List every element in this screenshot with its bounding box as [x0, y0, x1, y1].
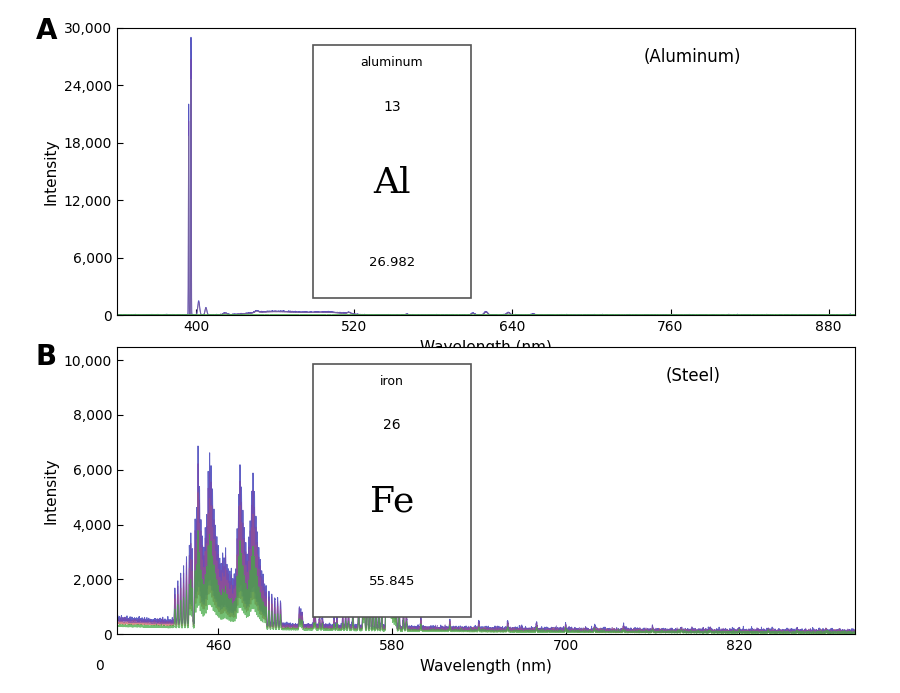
Text: Fe: Fe: [370, 484, 414, 518]
Text: 26: 26: [383, 419, 400, 432]
Text: B: B: [36, 343, 57, 371]
Text: iron: iron: [380, 376, 404, 388]
FancyBboxPatch shape: [312, 364, 472, 617]
Y-axis label: Intensity: Intensity: [43, 457, 58, 523]
Text: (Steel): (Steel): [665, 367, 720, 385]
FancyBboxPatch shape: [312, 45, 472, 298]
X-axis label: Wavelength (nm): Wavelength (nm): [420, 340, 552, 355]
Text: A: A: [36, 17, 58, 45]
Text: 13: 13: [383, 100, 400, 114]
Text: 26.982: 26.982: [369, 256, 415, 270]
Text: (Aluminum): (Aluminum): [644, 48, 742, 66]
Text: 55.845: 55.845: [369, 575, 415, 588]
X-axis label: Wavelength (nm): Wavelength (nm): [420, 658, 552, 674]
Text: 0: 0: [95, 658, 104, 672]
Text: aluminum: aluminum: [361, 57, 423, 69]
Y-axis label: Intensity: Intensity: [43, 139, 58, 204]
Text: Al: Al: [374, 166, 410, 200]
